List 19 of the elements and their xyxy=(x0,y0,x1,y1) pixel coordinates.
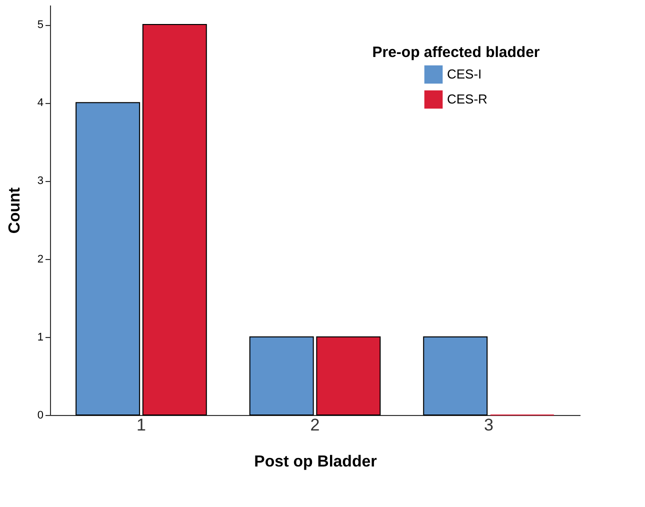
x-tick-label: 2 xyxy=(310,416,320,434)
y-tick-label: 3 xyxy=(37,175,44,188)
y-tick-label: 1 xyxy=(37,331,44,344)
bar xyxy=(423,336,488,416)
x-tick-label: 3 xyxy=(484,416,494,434)
legend-label: CES-R xyxy=(447,92,488,106)
bar xyxy=(316,336,381,416)
legend-label: CES-I xyxy=(447,66,482,82)
x-axis-title: Post op Bladder xyxy=(254,454,377,470)
y-tick-label: 0 xyxy=(37,410,44,422)
y-axis-title: Count xyxy=(6,186,24,234)
y-tick-label: 5 xyxy=(37,19,44,32)
legend-title: Pre-op affected bladder xyxy=(372,44,540,61)
bar xyxy=(76,102,140,416)
y-tick-label: 4 xyxy=(37,97,44,110)
x-tick-label: 1 xyxy=(136,416,146,434)
y-tick-label: 2 xyxy=(37,253,44,266)
bar xyxy=(142,24,207,416)
bar xyxy=(249,336,314,416)
